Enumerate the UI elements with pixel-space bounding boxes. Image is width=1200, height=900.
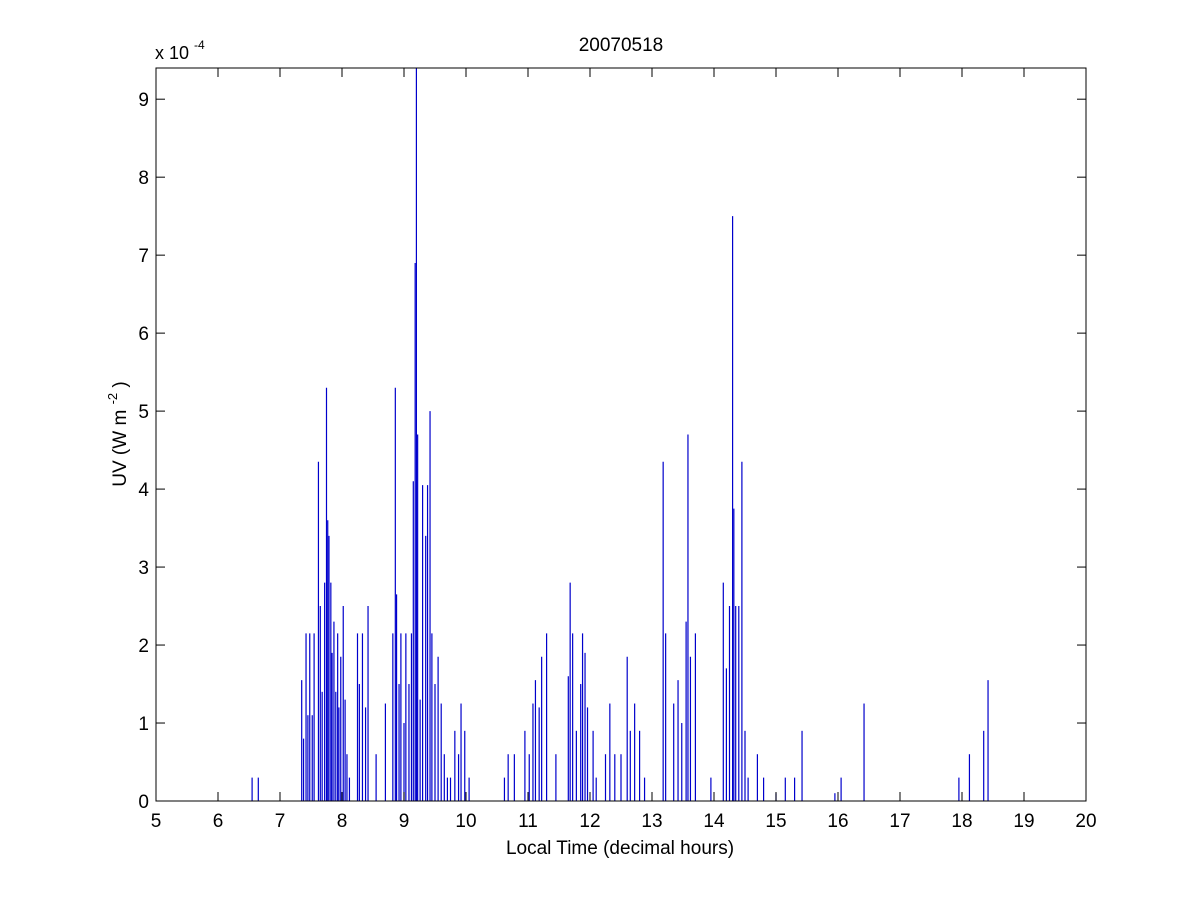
x-tick-label: 17: [889, 811, 910, 832]
x-tick-label: 11: [518, 811, 538, 832]
x-tick-label: 14: [703, 811, 725, 832]
y-tick-label: 1: [138, 714, 149, 735]
x-tick-label: 6: [213, 811, 224, 832]
x-axis-label: Local Time (decimal hours): [506, 838, 734, 859]
x-tick-label: 18: [951, 811, 972, 832]
x-tick-label: 19: [1013, 811, 1034, 832]
x-tick-label: 12: [579, 811, 600, 832]
uv-series: [156, 68, 1086, 802]
x-tick-label: 16: [827, 811, 848, 832]
x-tick-label: 9: [399, 811, 410, 832]
series-layer: [156, 68, 1086, 802]
y-multiplier: x 10 -4: [155, 38, 205, 63]
x-tick-label: 7: [275, 811, 286, 832]
x-tick-label: 20: [1075, 811, 1096, 832]
x-tick-label: 5: [151, 811, 162, 832]
y-axis-label-main: UV (W m: [110, 410, 131, 487]
y-tick-label: 8: [138, 168, 149, 189]
y-tick-label: 0: [138, 792, 149, 813]
y-tick-label: 4: [138, 480, 149, 501]
y-tick-label: 2: [138, 636, 149, 657]
chart-title: 20070518: [579, 35, 664, 56]
y-tick-label: 6: [138, 324, 149, 345]
axes-box: [155, 67, 1087, 802]
x-tick-label: 15: [765, 811, 786, 832]
plot-area: [156, 68, 1086, 801]
y-multiplier-exponent: -4: [194, 38, 205, 52]
y-axis-label-superscript: -2: [105, 393, 120, 405]
x-tick-label: 10: [455, 811, 476, 832]
x-tick-label: 13: [641, 811, 662, 832]
y-axis-label-close: ): [110, 381, 131, 387]
x-tick-label: 8: [337, 811, 348, 832]
y-tick-label: 9: [138, 90, 149, 111]
y-multiplier-base: x 10: [155, 43, 189, 63]
y-tick-label: 5: [138, 402, 149, 423]
y-tick-label: 3: [138, 558, 149, 579]
y-tick-label: 7: [138, 246, 149, 267]
y-axis-label: UV (W m -2 ): [101, 381, 131, 487]
